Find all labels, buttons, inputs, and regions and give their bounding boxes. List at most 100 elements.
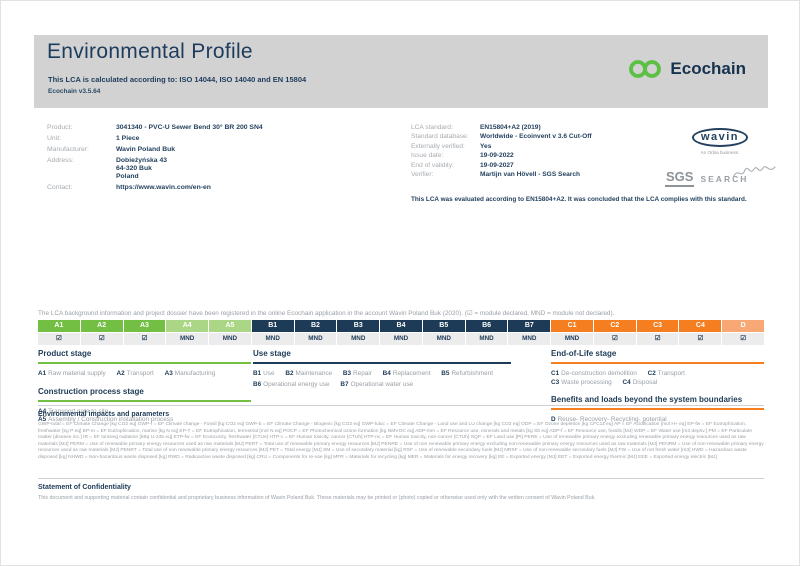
module-mark-a5: MND bbox=[209, 333, 251, 345]
module-cell-b7: B7 bbox=[508, 320, 551, 332]
stage-item-b6: B6 Operational energy use bbox=[253, 380, 330, 388]
product-info-block: Product: 3041340 - PVC-U Sewer Bend 30° … bbox=[47, 124, 387, 195]
address-label: Address: bbox=[47, 157, 74, 164]
stage-item-a5: A5 Assembly / Construction installation p… bbox=[38, 416, 174, 423]
manufacturer-label: Manufacturer: bbox=[47, 146, 89, 153]
end-validity-row: End of validity: 19-09-2027 bbox=[411, 162, 691, 169]
module-mark-c3: ☑ bbox=[636, 333, 679, 345]
impacts-definitions-text: GWP-total = EF Climate Change [kg CO2 eq… bbox=[38, 422, 764, 460]
module-cell-b3: B3 bbox=[337, 320, 380, 332]
module-mark-a1: ☑ bbox=[38, 333, 80, 345]
module-cell-c3: C3 bbox=[636, 320, 679, 332]
benefits-divider bbox=[551, 408, 764, 410]
module-cell-c2: C2 bbox=[593, 320, 636, 332]
product-stage-divider bbox=[38, 362, 251, 364]
module-mark-b5: MND bbox=[422, 333, 465, 345]
stage-item-a4: A4 Transport gate to site bbox=[38, 407, 109, 415]
database-value: Worldwide - Ecoinvent v 3.6 Cut-Off bbox=[480, 133, 592, 141]
module-mark-b2: MND bbox=[294, 333, 337, 345]
verifier-value: Martijn van Hövell - SGS Search bbox=[480, 170, 581, 178]
construction-stage-divider bbox=[38, 399, 251, 402]
contact-row: Contact: https://www.wavin.com/en-en bbox=[47, 184, 387, 192]
page-title: Environmental Profile bbox=[47, 40, 253, 63]
module-mark-c1: MND bbox=[551, 333, 593, 345]
module-cell-b6: B6 bbox=[465, 320, 508, 332]
module-mark-a4: MND bbox=[166, 333, 209, 345]
database-row: Standard database: Worldwide - Ecoinvent… bbox=[411, 133, 691, 140]
verifier-label: Verifier: bbox=[411, 170, 434, 178]
ecochain-infinity-icon bbox=[629, 60, 662, 78]
stage-item-d: D Reuse- Recovery- Recycling- potential bbox=[551, 416, 667, 423]
verifier-signature-icon bbox=[732, 166, 776, 179]
module-mark-b1: MND bbox=[251, 333, 294, 345]
module-cell-c4: C4 bbox=[679, 320, 722, 332]
use-stage-column: Use stage B1 Use B2 Maintenance B3 Repair B… bbox=[253, 349, 511, 391]
lca-standard-row: LCA standard: EN15804+A2 (2019) bbox=[411, 124, 691, 131]
stage-item-c3: C3 Waste processing bbox=[551, 378, 612, 386]
stage-item-a2: A2 Transport bbox=[116, 370, 154, 377]
module-cell-a5: A5 bbox=[209, 320, 251, 332]
module-mark-c2: ☑ bbox=[593, 333, 636, 345]
module-mark-b4: MND bbox=[380, 333, 422, 345]
unit-value: 1 Piece bbox=[116, 135, 140, 142]
module-table: A1 A2 A3 A4 A5 B1 B2 B3 B4 B5 B6 B7 C1 C… bbox=[38, 320, 765, 345]
use-stage-items-line2: B6 Operational energy use B7 Operational w… bbox=[253, 381, 511, 390]
ecochain-logo: Ecochain bbox=[627, 59, 746, 79]
address-line-2: 64-320 Buk bbox=[116, 165, 152, 172]
verified-row: Externally verified: Yes bbox=[411, 143, 691, 150]
module-cell-a3: A3 bbox=[123, 320, 166, 332]
evaluation-note: This LCA was evaluated according to EN15… bbox=[411, 196, 747, 203]
manufacturer-row: Manufacturer: Wavin Poland Buk bbox=[47, 146, 387, 154]
ecochain-version: Ecochain v3.5.64 bbox=[48, 88, 101, 95]
end-of-life-title: End-of-Life stage bbox=[551, 349, 617, 358]
registration-note: The LCA background information and proje… bbox=[38, 310, 615, 317]
module-mark-a2: ☑ bbox=[80, 333, 123, 345]
ecochain-logo-text: Ecochain bbox=[670, 59, 746, 78]
construction-stage-items: A4 Transport gate to site A5 Assembly / Co… bbox=[38, 408, 251, 425]
wavin-logo: wavin An Orbia business. bbox=[686, 127, 754, 155]
end-validity-value: 19-09-2027 bbox=[480, 161, 514, 169]
module-mark-a3: ☑ bbox=[123, 333, 166, 345]
module-cell-b5: B5 bbox=[422, 320, 465, 332]
stage-item-c2: C2 Transport bbox=[647, 370, 685, 377]
wavin-logo-text: wavin bbox=[692, 128, 748, 147]
module-header-row: A1 A2 A3 A4 A5 B1 B2 B3 B4 B5 B6 B7 C1 C… bbox=[38, 320, 765, 332]
module-cell-b1: B1 bbox=[251, 320, 294, 332]
benefits-items: D Reuse- Recovery- Recycling- potential bbox=[551, 416, 764, 425]
address-line-3: Poland bbox=[116, 173, 139, 180]
product-stage-items: A1 Raw material supply A2 Transport A3 Manu… bbox=[38, 370, 251, 379]
use-stage-divider bbox=[253, 362, 511, 364]
module-marks-row: ☑ ☑ ☑ MND MND MND MND MND MND MND MND MN… bbox=[38, 333, 765, 345]
database-label: Standard database: bbox=[411, 133, 469, 141]
product-stage-title: Product stage bbox=[38, 349, 92, 358]
module-cell-b2: B2 bbox=[294, 320, 337, 332]
impacts-section: Environmental impacts and parameters GWP… bbox=[38, 405, 764, 461]
stage-item-a3: A3 Manufacturing bbox=[164, 370, 216, 377]
issue-date-value: 19-09-2022 bbox=[480, 152, 514, 160]
product-value: 3041340 - PVC-U Sewer Bend 30° BR 200 SN… bbox=[116, 124, 263, 131]
stage-item-b3: B3 Repair bbox=[342, 370, 372, 377]
module-mark-c4: ☑ bbox=[679, 333, 722, 345]
product-row: Product: 3041340 - PVC-U Sewer Bend 30° … bbox=[47, 124, 387, 132]
lca-standard-label: LCA standard: bbox=[411, 124, 453, 131]
benefits-title: Benefits and loads beyond the system bou… bbox=[551, 395, 743, 404]
stage-item-b7: B7 Operational water use bbox=[340, 380, 414, 388]
sgs-logo-text: SGS bbox=[665, 170, 695, 187]
wavin-tagline: An Orbia business. bbox=[700, 150, 740, 155]
confidentiality-title: Statement of Confidentiality bbox=[38, 484, 131, 491]
confidentiality-section: Statement of Confidentiality This docume… bbox=[38, 478, 764, 502]
lca-standards-subtitle: This LCA is calculated according to: ISO… bbox=[48, 75, 307, 84]
end-validity-label: End of validity: bbox=[411, 161, 454, 169]
address-line-1: Dobieżyńska 43 bbox=[116, 157, 167, 164]
sgs-search-logo: SGS SEARCH bbox=[665, 166, 776, 187]
stage-item-b2: B2 Maintenance bbox=[285, 370, 333, 377]
stage-item-c4: C4 Disposal bbox=[622, 378, 658, 386]
verified-value: Yes bbox=[480, 142, 492, 150]
contact-url-link[interactable]: https://www.wavin.com/en-en bbox=[116, 184, 211, 191]
unit-label: Unit: bbox=[47, 135, 61, 142]
module-cell-a2: A2 bbox=[80, 320, 123, 332]
contact-label: Contact: bbox=[47, 184, 73, 191]
lca-standard-value: EN15804+A2 (2019) bbox=[480, 124, 541, 131]
product-stage-column: Product stage A1 Raw material supply A2 Tr… bbox=[38, 349, 251, 427]
